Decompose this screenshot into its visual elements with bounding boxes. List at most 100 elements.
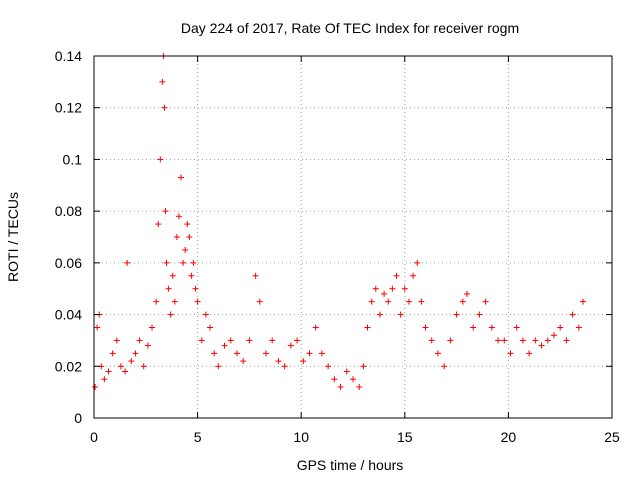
data-point (190, 259, 197, 266)
data-point (207, 324, 214, 331)
y-tick-label: 0.02 (55, 358, 82, 374)
data-point (557, 324, 564, 331)
data-point (167, 311, 174, 318)
data-point (294, 337, 301, 344)
data-point (575, 324, 582, 331)
data-point (256, 298, 263, 305)
data-point (144, 342, 151, 349)
data-point (163, 259, 170, 266)
data-point (397, 311, 404, 318)
data-point (184, 221, 191, 228)
data-point (117, 363, 124, 370)
y-axis-label: ROTI / TECUs (5, 192, 21, 282)
x-tick-label: 20 (501, 429, 517, 445)
data-point (269, 337, 276, 344)
data-point (544, 337, 551, 344)
data-point (372, 285, 379, 292)
data-point (194, 298, 201, 305)
x-axis-label: GPS time / hours (297, 457, 404, 473)
data-point (113, 337, 120, 344)
data-point (262, 350, 269, 357)
data-point (350, 376, 356, 383)
data-point (92, 383, 99, 390)
data-point (300, 358, 307, 365)
data-point (173, 234, 180, 240)
data-point (410, 272, 417, 279)
data-point (441, 363, 448, 370)
data-point (178, 174, 185, 181)
data-point (526, 350, 533, 357)
data-point (414, 259, 421, 266)
y-tick-label: 0.08 (55, 203, 82, 219)
x-tick-label: 15 (397, 429, 413, 445)
data-point (221, 342, 228, 349)
data-point (422, 324, 429, 331)
data-point (227, 337, 234, 344)
data-point (434, 350, 441, 357)
data-point (405, 298, 412, 305)
data-point (331, 376, 338, 383)
data-point (453, 311, 460, 318)
data-point (122, 368, 129, 375)
y-tick-label: 0 (74, 410, 82, 426)
data-point (569, 311, 576, 318)
data-point (364, 324, 371, 331)
data-point (281, 363, 288, 370)
data-point (240, 358, 247, 365)
data-point (149, 324, 156, 331)
data-point (275, 358, 282, 365)
data-point (128, 358, 135, 365)
grid (94, 56, 612, 418)
x-tick-label: 25 (604, 429, 620, 445)
data-point (162, 208, 169, 215)
data-point (368, 298, 375, 305)
data-point (287, 342, 294, 349)
data-point (136, 337, 143, 344)
data-point (233, 350, 240, 357)
data-point (538, 342, 545, 349)
data-point (325, 363, 332, 370)
data-point (393, 272, 400, 279)
data-point (550, 332, 557, 339)
y-tick-label: 0.06 (55, 255, 82, 271)
y-tick-label: 0.14 (55, 48, 82, 64)
data-point (171, 298, 178, 305)
data-point (360, 363, 367, 370)
data-point (109, 350, 116, 357)
y-tick-label: 0.04 (55, 307, 82, 323)
data-point (192, 285, 199, 292)
data-point (306, 350, 313, 357)
data-points (92, 53, 586, 390)
data-point (140, 363, 147, 370)
data-point (495, 337, 502, 344)
data-point (401, 285, 408, 292)
data-point (186, 234, 193, 240)
data-point (463, 290, 470, 297)
data-point (101, 376, 108, 383)
x-tick-label: 10 (293, 429, 309, 445)
y-tick-label: 0.1 (63, 151, 83, 167)
data-point (482, 298, 489, 305)
data-point (459, 298, 466, 305)
data-point (161, 104, 168, 111)
axis-ticks (93, 55, 613, 419)
data-point (428, 337, 435, 344)
data-point (132, 350, 139, 357)
data-point (124, 259, 131, 266)
data-point (175, 213, 182, 220)
data-point (202, 311, 209, 318)
x-tick-label: 5 (194, 429, 202, 445)
data-point (447, 337, 454, 344)
data-point (343, 368, 350, 375)
data-point (211, 350, 218, 357)
data-point (157, 156, 164, 163)
data-point (418, 298, 425, 305)
data-point (519, 337, 526, 344)
data-point (318, 350, 325, 357)
y-tick-labels: 0 0.02 0.04 0.06 0.08 0.1 0.12 0.14 (55, 48, 82, 426)
plot-frame (93, 55, 613, 419)
data-point (169, 272, 176, 279)
data-point (381, 290, 388, 297)
data-point (159, 78, 166, 85)
